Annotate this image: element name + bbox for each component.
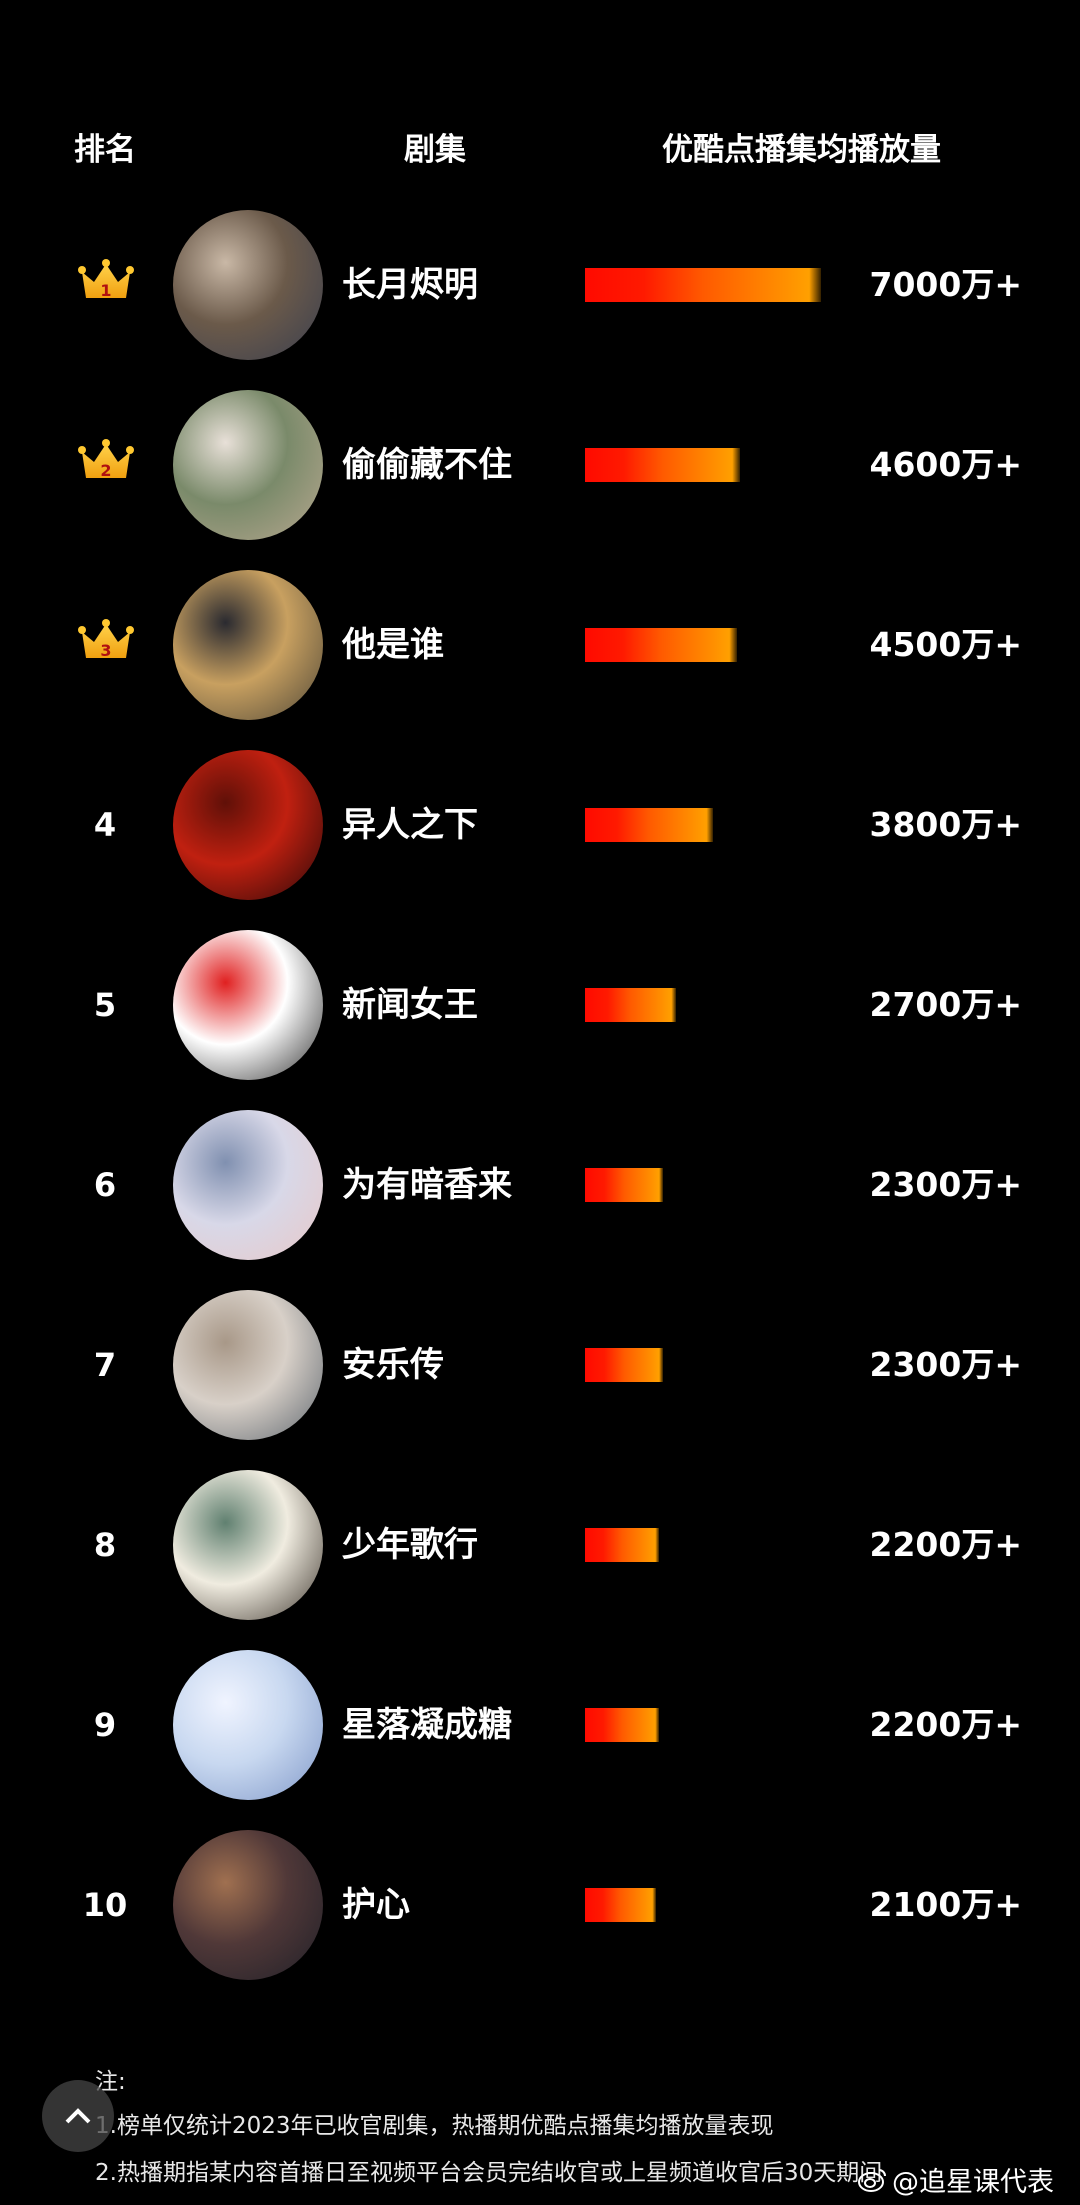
rank-number: 5 [93, 986, 117, 1024]
watermark-text: @追星课代表 [892, 2167, 1054, 2198]
drama-title[interactable]: 长月烬明 [342, 265, 478, 305]
drama-poster[interactable] [173, 930, 323, 1080]
views-bar [585, 1708, 659, 1742]
drama-title[interactable]: 少年歌行 [342, 1525, 478, 1565]
drama-poster[interactable] [173, 210, 323, 360]
ranking-row: 7 安乐传 2300万+ [0, 1290, 1080, 1440]
drama-title[interactable]: 星落凝成糖 [342, 1705, 512, 1745]
chevron-up-icon [65, 2108, 91, 2124]
views-bar [585, 1528, 659, 1562]
crown-rank: 2 [100, 461, 111, 480]
views-value: 2200万+ [869, 1525, 1023, 1564]
ranking-row: 1 长月烬明 7000万+ [0, 210, 1080, 360]
drama-title[interactable]: 他是谁 [342, 625, 444, 665]
rank-number: 8 [93, 1526, 117, 1564]
scroll-to-top-button[interactable] [42, 2080, 114, 2152]
views-bar [585, 628, 737, 662]
note-line-2: 2.热播期指某内容首播日至视频平台会员完结收官或上星频道收官后30天期间 [95, 2160, 883, 2186]
header-views: 优酷点播集均播放量 [662, 132, 941, 168]
drama-title[interactable]: 安乐传 [342, 1345, 444, 1385]
drama-poster[interactable] [173, 1830, 323, 1980]
ranking-row: 10 护心 2100万+ [0, 1830, 1080, 1980]
weibo-icon [858, 2168, 886, 2192]
drama-poster[interactable] [173, 1650, 323, 1800]
header-rank: 排名 [74, 132, 136, 168]
views-bar [585, 808, 713, 842]
crown-rank: 1 [100, 281, 111, 300]
views-value: 2300万+ [869, 1165, 1023, 1204]
views-bar [585, 988, 676, 1022]
crown-rank: 3 [100, 641, 111, 660]
ranking-row: 8 少年歌行 2200万+ [0, 1470, 1080, 1620]
drama-title[interactable]: 新闻女王 [342, 985, 478, 1025]
views-bar [585, 1348, 663, 1382]
views-value: 4500万+ [869, 625, 1023, 664]
ranking-row: 4 异人之下 3800万+ [0, 750, 1080, 900]
drama-title[interactable]: 偷偷藏不住 [342, 445, 512, 485]
views-value: 4600万+ [869, 445, 1023, 484]
ranking-row: 6 为有暗香来 2300万+ [0, 1110, 1080, 1260]
ranking-row: 2 偷偷藏不住 4600万+ [0, 390, 1080, 540]
ranking-row: 5 新闻女王 2700万+ [0, 930, 1080, 1080]
crown-icon: 3 [78, 619, 134, 660]
rank-number: 7 [93, 1346, 117, 1384]
drama-title[interactable]: 异人之下 [342, 805, 478, 845]
rank-number: 10 [82, 1886, 128, 1924]
watermark: @追星课代表 [858, 2160, 1054, 2199]
views-bar [585, 1168, 663, 1202]
drama-poster[interactable] [173, 750, 323, 900]
drama-poster[interactable] [173, 390, 323, 540]
views-value: 2100万+ [869, 1885, 1023, 1924]
drama-poster[interactable] [173, 1110, 323, 1260]
rank-number: 4 [93, 806, 117, 844]
ranking-row: 3 他是谁 4500万+ [0, 570, 1080, 720]
crown-icon: 2 [78, 439, 134, 480]
drama-title[interactable]: 护心 [342, 1885, 410, 1925]
ranking-row: 9 星落凝成糖 2200万+ [0, 1650, 1080, 1800]
views-value: 2200万+ [869, 1705, 1023, 1744]
views-bar [585, 448, 740, 482]
views-value: 2300万+ [869, 1345, 1023, 1384]
views-bar [585, 1888, 656, 1922]
drama-poster[interactable] [173, 1290, 323, 1440]
drama-poster[interactable] [173, 1470, 323, 1620]
rank-number: 6 [93, 1166, 117, 1204]
drama-title[interactable]: 为有暗香来 [342, 1165, 512, 1205]
note-line-1: 1.榜单仅统计2023年已收官剧集，热播期优酷点播集均播放量表现 [95, 2113, 774, 2139]
views-value: 7000万+ [869, 265, 1023, 304]
crown-icon: 1 [78, 259, 134, 300]
rank-number: 9 [93, 1706, 117, 1744]
header-drama: 剧集 [404, 132, 466, 168]
views-value: 3800万+ [869, 805, 1023, 844]
drama-poster[interactable] [173, 570, 323, 720]
views-value: 2700万+ [869, 985, 1023, 1024]
views-bar [585, 268, 821, 302]
